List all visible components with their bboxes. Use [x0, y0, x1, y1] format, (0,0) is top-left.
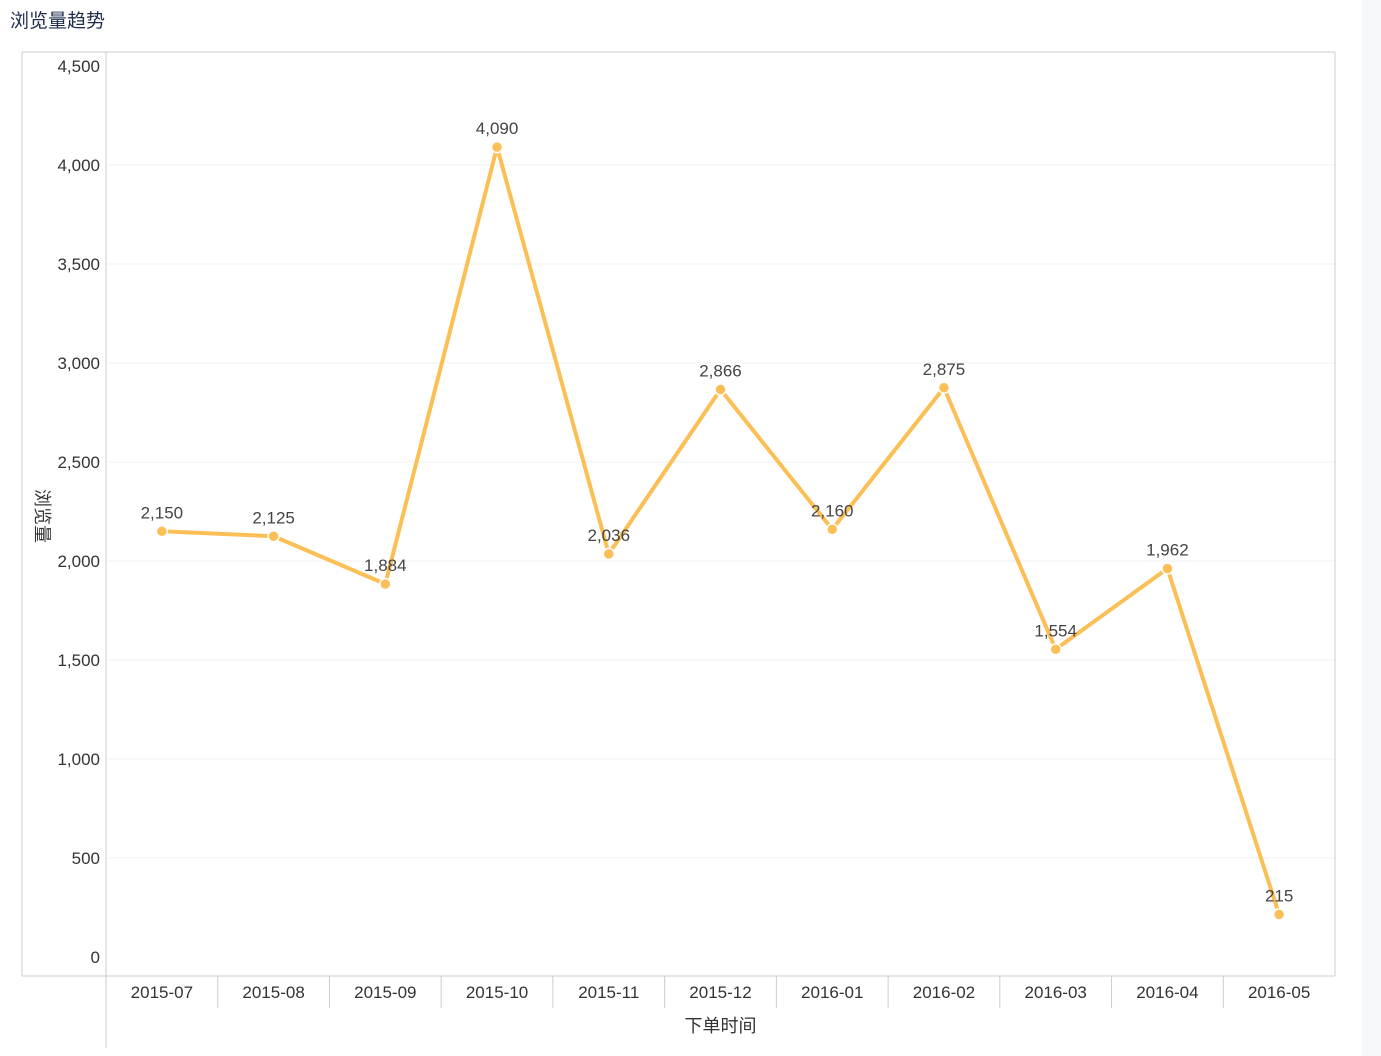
data-points	[155, 140, 1286, 921]
y-tick-label: 3,500	[57, 255, 100, 274]
y-tick-label: 2,000	[57, 552, 100, 571]
data-label: 2,036	[587, 526, 630, 545]
chart-frame	[21, 51, 1336, 1048]
data-label: 4,090	[476, 119, 519, 138]
y-tick-label: 500	[72, 849, 100, 868]
series-line-path	[161, 145, 1282, 916]
data-label: 2,875	[923, 360, 966, 379]
data-label: 2,160	[811, 501, 854, 520]
y-tick-label: 4,000	[57, 156, 100, 175]
x-axis-title: 下单时间	[685, 1016, 757, 1037]
y-tick-label: 1,000	[57, 750, 100, 769]
y-tick-label: 4,500	[57, 57, 100, 76]
data-point	[1272, 908, 1286, 921]
side-strip	[1362, 0, 1381, 1056]
data-point	[825, 523, 839, 536]
y-tick-label: 1,500	[57, 651, 100, 670]
x-tick-label: 2015-09	[354, 983, 416, 1002]
grid-lines	[106, 164, 1335, 859]
y-tick-label: 2,500	[57, 453, 100, 472]
data-point	[602, 547, 616, 561]
x-tick-label: 2016-02	[913, 983, 975, 1002]
x-tick-label: 2015-10	[466, 983, 528, 1002]
data-point	[1161, 562, 1174, 575]
x-axis-ticks: 2015-07 2015-08 2015-09 2015-10 2015-11 2015-…	[131, 976, 1310, 1008]
data-label: 215	[1265, 886, 1293, 905]
x-tick-label: 2016-05	[1248, 983, 1310, 1002]
data-point	[490, 140, 504, 154]
data-label: 1,962	[1146, 541, 1189, 560]
data-label: 1,554	[1034, 621, 1077, 640]
y-tick-label: 3,000	[57, 354, 100, 373]
data-label: 1,884	[364, 556, 407, 575]
x-tick-label: 2015-08	[242, 983, 304, 1002]
series-line	[161, 145, 1282, 916]
data-label: 2,866	[699, 362, 742, 381]
data-point	[267, 530, 280, 543]
y-axis-title: 浏览量	[31, 489, 52, 543]
data-label: 2,125	[252, 508, 295, 527]
x-tick-label: 2015-07	[131, 983, 193, 1002]
data-point	[937, 381, 951, 394]
data-label: 2,150	[141, 503, 184, 522]
data-point	[379, 577, 392, 591]
y-tick-label: 0	[91, 948, 100, 967]
y-axis-ticks: 0 500 1,000 1,500 2,000 2,500 3,000 3,500 4,000 4…	[57, 57, 100, 967]
data-labels: 2,150 2,125 1,884 4,090 2,036 2,866 2,160 2,875…	[141, 119, 1294, 905]
data-point	[1049, 643, 1062, 656]
x-tick-label: 2016-01	[801, 983, 863, 1002]
x-tick-label: 2015-11	[578, 983, 639, 1002]
data-point	[155, 525, 169, 538]
data-point	[714, 383, 727, 396]
x-tick-label: 2015-12	[689, 983, 751, 1002]
x-tick-label: 2016-04	[1136, 983, 1198, 1002]
x-tick-label: 2016-03	[1024, 983, 1086, 1002]
page-title: 浏览量趋势	[10, 10, 106, 32]
